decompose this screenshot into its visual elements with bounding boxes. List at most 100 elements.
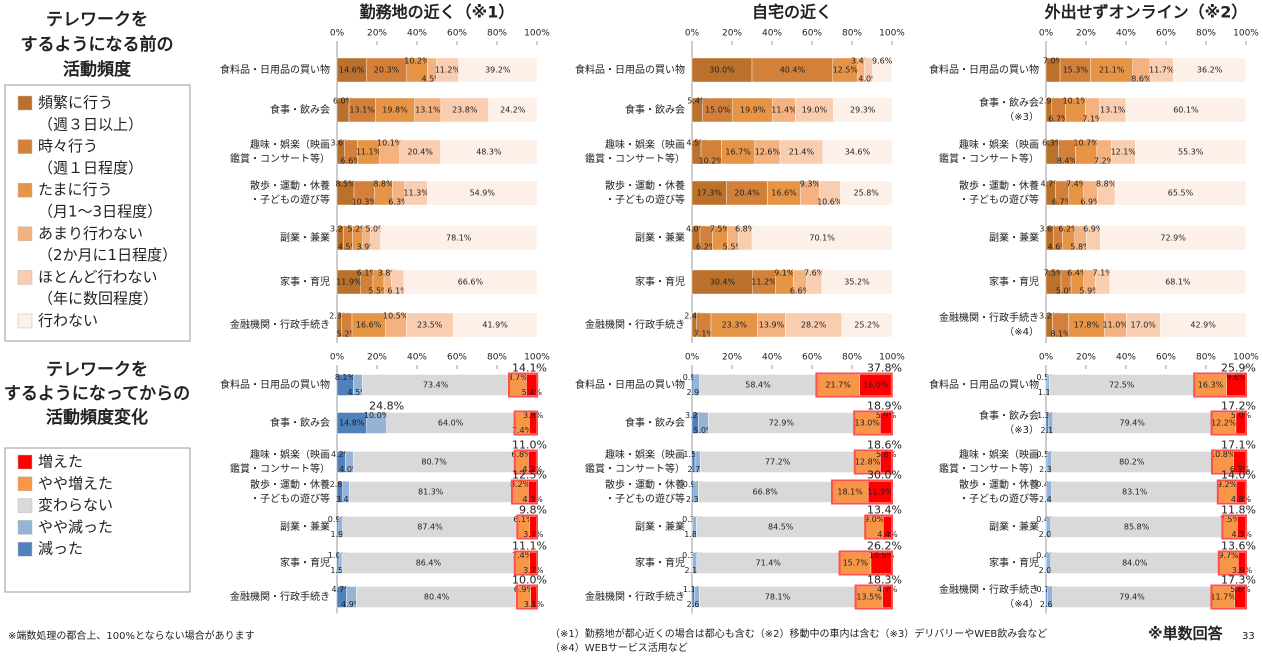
category-label: 家事・育児 <box>635 556 685 569</box>
bar-segment <box>399 139 441 165</box>
value-label: 1.0% <box>328 551 349 560</box>
increase-total: 25.9% <box>1221 362 1256 375</box>
value-label: 4.5% <box>686 139 707 148</box>
value-label: 20.4% <box>734 189 760 198</box>
value-label: 4.7% <box>877 585 898 594</box>
category-label: 家事・育児 <box>989 556 1039 569</box>
value-label: 12.5% <box>833 66 859 75</box>
increase-total: 18.9% <box>867 400 902 413</box>
value-label: 3.4% <box>851 57 872 66</box>
legend-label: 減った <box>38 540 83 558</box>
bar-segment <box>1099 225 1247 251</box>
increase-total: 17.2% <box>1221 400 1256 413</box>
value-label: 4.0% <box>858 75 879 84</box>
value-label: 12.2% <box>1211 419 1237 428</box>
value-label: 16.7% <box>725 148 751 157</box>
value-label: 7.5% <box>710 225 731 234</box>
x-tick-label: 80% <box>842 29 862 39</box>
increase-total: 12.5% <box>512 469 547 482</box>
x-tick-label: 80% <box>842 353 862 363</box>
category-label: 食料品・日用品の買い物 <box>220 378 330 391</box>
value-label: 0.4% <box>1036 480 1057 489</box>
value-label: 1.5% <box>683 450 704 459</box>
category-label: 副業・兼業 <box>635 520 685 533</box>
value-label: 72.5% <box>1109 381 1135 390</box>
value-label: 6.3% <box>388 198 409 207</box>
legend-title: テレワークを <box>46 360 148 380</box>
x-tick-label: 60% <box>802 353 822 363</box>
value-label: 6.6% <box>790 287 811 296</box>
increase-highlight <box>513 449 538 475</box>
value-label: 6.0% <box>333 97 354 106</box>
category-label: （※3） <box>1004 424 1039 436</box>
bar-segment <box>691 180 727 206</box>
value-label: 68.1% <box>1165 278 1191 287</box>
value-label: 7.5% <box>1043 269 1064 278</box>
x-tick-label: 0% <box>1039 29 1054 39</box>
increase-total: 13.6% <box>1221 540 1256 553</box>
value-label: 16.6% <box>771 189 797 198</box>
increase-total: 30.0% <box>867 469 902 482</box>
category-label: 食料品・日用品の買い物 <box>220 63 330 76</box>
value-label: 80.4% <box>424 593 450 602</box>
value-label: 6.7% <box>1052 198 1073 207</box>
legend-title: テレワークを <box>46 10 148 30</box>
category-label: 副業・兼業 <box>280 231 330 244</box>
value-label: 73.4% <box>423 381 449 390</box>
value-label: 4.7% <box>1041 180 1062 189</box>
value-label: 3.4% <box>336 495 357 504</box>
value-label: 11.7% <box>1210 593 1236 602</box>
bar-segment <box>840 180 893 206</box>
category-label: 鑑賞・コンサート等） <box>585 152 685 165</box>
x-tick-label: 20% <box>367 29 387 39</box>
value-label: 7.1% <box>694 330 715 339</box>
footnote: （※4）WEBサービス活用など <box>550 642 688 654</box>
value-label: 5.9% <box>1080 287 1101 296</box>
value-label: 3.9% <box>1232 566 1253 575</box>
legend-label: ほとんど行わない <box>38 268 158 286</box>
value-label: 55.3% <box>1178 148 1204 157</box>
value-label: 7.4% <box>512 426 533 435</box>
decrease-total: 24.8% <box>369 400 404 413</box>
category-label: 家事・育児 <box>280 556 330 569</box>
value-label: 7.6% <box>804 269 825 278</box>
category-label: 散歩・運動・休養 <box>605 179 685 192</box>
value-label: 6.4% <box>1067 269 1088 278</box>
value-label: 84.0% <box>1122 559 1148 568</box>
category-label: 家事・育児 <box>280 275 330 288</box>
x-tick-label: 80% <box>487 29 507 39</box>
value-label: 1.1% <box>683 585 704 594</box>
bar-segment <box>403 269 538 295</box>
category-label: 副業・兼業 <box>989 520 1039 533</box>
value-label: 7.1% <box>1093 269 1114 278</box>
category-label: 鑑賞・コンサート等） <box>585 462 685 475</box>
increase-highlight <box>1210 584 1248 610</box>
category-label: 散歩・運動・休養 <box>250 179 330 192</box>
category-label: 金融機関・行政手続き <box>230 590 330 603</box>
value-label: 80.7% <box>421 458 447 467</box>
legend-swatch <box>17 182 33 198</box>
value-label: 3.6% <box>330 139 351 148</box>
legend-label: あまり行わない <box>38 224 143 242</box>
value-label: 35.2% <box>844 278 870 287</box>
x-tick-label: 40% <box>1116 353 1136 363</box>
value-label: 0.5% <box>1036 373 1057 382</box>
value-label: 24.2% <box>500 106 526 115</box>
increase-highlight <box>853 449 893 475</box>
value-label: 4.2% <box>522 465 543 474</box>
legend-detail: （週１日程度） <box>38 159 143 177</box>
value-label: 19.9% <box>740 106 766 115</box>
bar-segment <box>1099 97 1126 123</box>
increase-total: 18.3% <box>867 574 902 587</box>
value-label: 0.9% <box>683 373 704 382</box>
legend-title: 活動頻度 <box>63 59 132 80</box>
x-tick-label: 100% <box>879 29 905 39</box>
value-label: 65.5% <box>1168 189 1194 198</box>
legend-title: するようになってからの <box>4 384 190 404</box>
bar-segment <box>1173 57 1247 83</box>
value-label: 5.8% <box>1070 243 1091 252</box>
value-label: 8.7% <box>508 373 529 382</box>
legend-detail: （2か月に1日程度） <box>38 246 177 264</box>
value-label: 10.5% <box>383 312 409 321</box>
category-label: 食事・飲み会 <box>270 103 330 116</box>
